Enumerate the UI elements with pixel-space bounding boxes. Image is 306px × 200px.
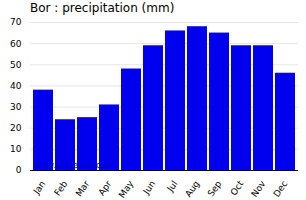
svg-text:Nov: Nov: [249, 178, 268, 199]
svg-text:0: 0: [16, 165, 22, 175]
svg-text:10: 10: [10, 144, 22, 154]
svg-text:Oct: Oct: [228, 178, 245, 197]
svg-text:Aug: Aug: [183, 179, 201, 199]
svg-text:Jun: Jun: [141, 179, 158, 197]
svg-text:Apr: Apr: [96, 179, 113, 198]
svg-text:60: 60: [10, 39, 22, 49]
svg-text:70: 70: [10, 17, 22, 27]
svg-text:50: 50: [10, 60, 22, 70]
svg-text:Dec: Dec: [271, 179, 289, 199]
svg-text:40: 40: [10, 81, 22, 91]
svg-text:May: May: [117, 178, 136, 200]
svg-text:Mar: Mar: [74, 179, 92, 199]
svg-text:30: 30: [10, 102, 22, 112]
svg-text:Sep: Sep: [206, 179, 224, 199]
svg-text:20: 20: [10, 123, 22, 133]
svg-text:Jul: Jul: [165, 179, 180, 194]
html-text:Bor : precipitation (mm): Bor : precipitation (mm): [30, 1, 175, 15]
svg-text:Feb: Feb: [52, 179, 69, 198]
svg-text:www.allmetsat.com: www.allmetsat.com: [35, 161, 114, 170]
svg-text:Jan: Jan: [31, 179, 48, 197]
